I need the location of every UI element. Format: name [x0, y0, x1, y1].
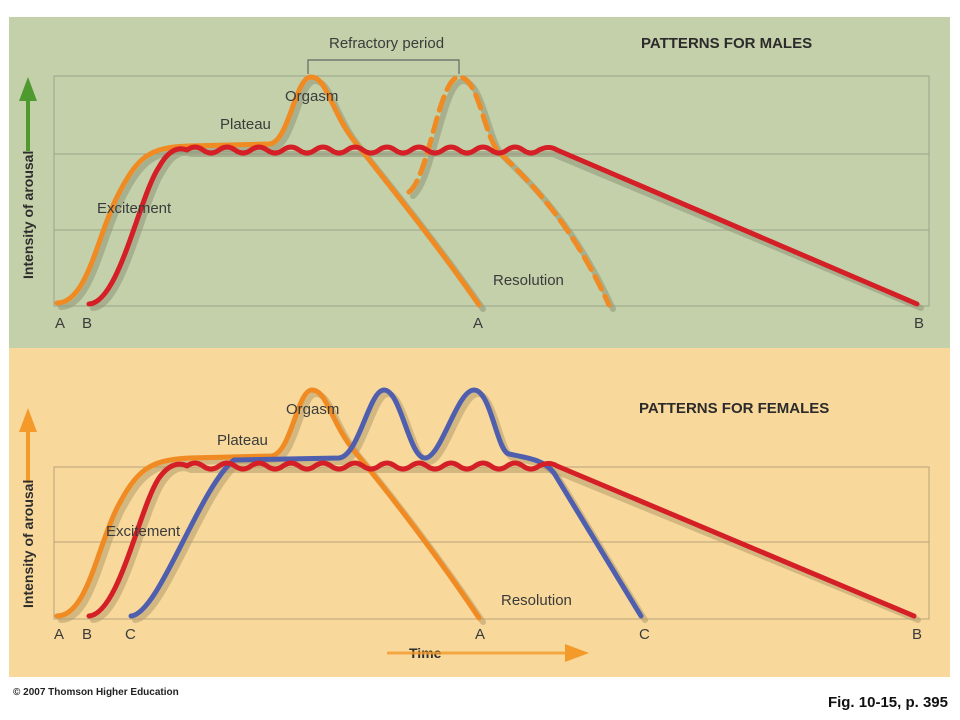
- female-marker-c-start: C: [125, 626, 136, 643]
- male-pattern-a-dashed-curve: [406, 74, 612, 308]
- male-marker-a-start: A: [55, 315, 65, 332]
- male-pattern-panel: Intensity of arousal Refractory period P…: [9, 17, 950, 348]
- female-pattern-diagram: Intensity of arousal PATTERNS FOR FEMALE…: [19, 387, 930, 662]
- female-pattern-panel: Intensity of arousal PATTERNS FOR FEMALE…: [9, 348, 950, 677]
- female-pattern-c-curve: [128, 387, 644, 619]
- copyright-text: © 2007 Thomson Higher Education: [13, 687, 179, 698]
- refractory-bracket: [307, 59, 460, 74]
- male-excitement-label: Excitement: [97, 200, 172, 217]
- male-panel-title: PATTERNS FOR MALES: [641, 35, 812, 52]
- female-y-axis-label: Intensity of arousal: [20, 480, 36, 608]
- female-resolution-label: Resolution: [501, 592, 572, 609]
- female-y-arrow-head: [19, 408, 37, 432]
- male-pattern-a-curve: [54, 74, 482, 308]
- refractory-label: Refractory period: [329, 35, 444, 52]
- female-panel-title: PATTERNS FOR FEMALES: [639, 400, 829, 417]
- figure-reference: Fig. 10-15, p. 395: [827, 694, 948, 711]
- female-curve-shadows: [58, 390, 921, 625]
- female-orgasm-label: Orgasm: [286, 401, 339, 418]
- male-marker-b-end: B: [914, 315, 924, 332]
- male-y-axis-label: Intensity of arousal: [20, 151, 36, 279]
- female-marker-c-end: C: [639, 626, 650, 643]
- male-curve-shadows: [58, 77, 924, 312]
- female-marker-b-end: B: [912, 626, 922, 643]
- male-orgasm-label: Orgasm: [285, 88, 338, 105]
- male-plot-frame: [53, 75, 930, 307]
- male-plateau-label: Plateau: [220, 116, 271, 133]
- female-marker-a-end: A: [475, 626, 485, 643]
- male-marker-a-end: A: [473, 315, 483, 332]
- female-marker-b-start: B: [82, 626, 92, 643]
- female-plateau-label: Plateau: [217, 432, 268, 449]
- female-marker-a-start: A: [54, 626, 64, 643]
- male-pattern-diagram: Intensity of arousal Refractory period P…: [19, 35, 930, 332]
- time-arrow-head: [565, 644, 589, 662]
- male-pattern-b-curve: [86, 144, 920, 307]
- female-excitement-label: Excitement: [106, 523, 181, 540]
- male-marker-b-start: B: [82, 315, 92, 332]
- male-y-arrow-head: [19, 77, 37, 101]
- female-pattern-b-curve: [86, 460, 917, 619]
- male-resolution-label: Resolution: [493, 272, 564, 289]
- female-pattern-a-curve: [54, 387, 482, 621]
